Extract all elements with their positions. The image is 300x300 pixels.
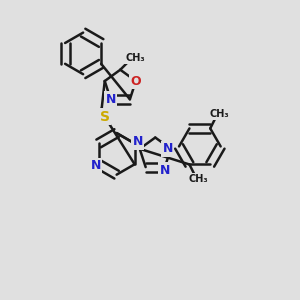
Text: O: O [130,74,141,88]
Text: N: N [106,93,116,106]
Text: CH₃: CH₃ [209,109,229,118]
Text: N: N [90,159,101,172]
Text: N: N [132,136,143,148]
Text: N: N [160,164,170,177]
Text: CH₃: CH₃ [188,174,208,184]
Text: N: N [163,142,173,155]
Text: S: S [100,110,110,124]
Text: CH₃: CH₃ [125,53,145,63]
